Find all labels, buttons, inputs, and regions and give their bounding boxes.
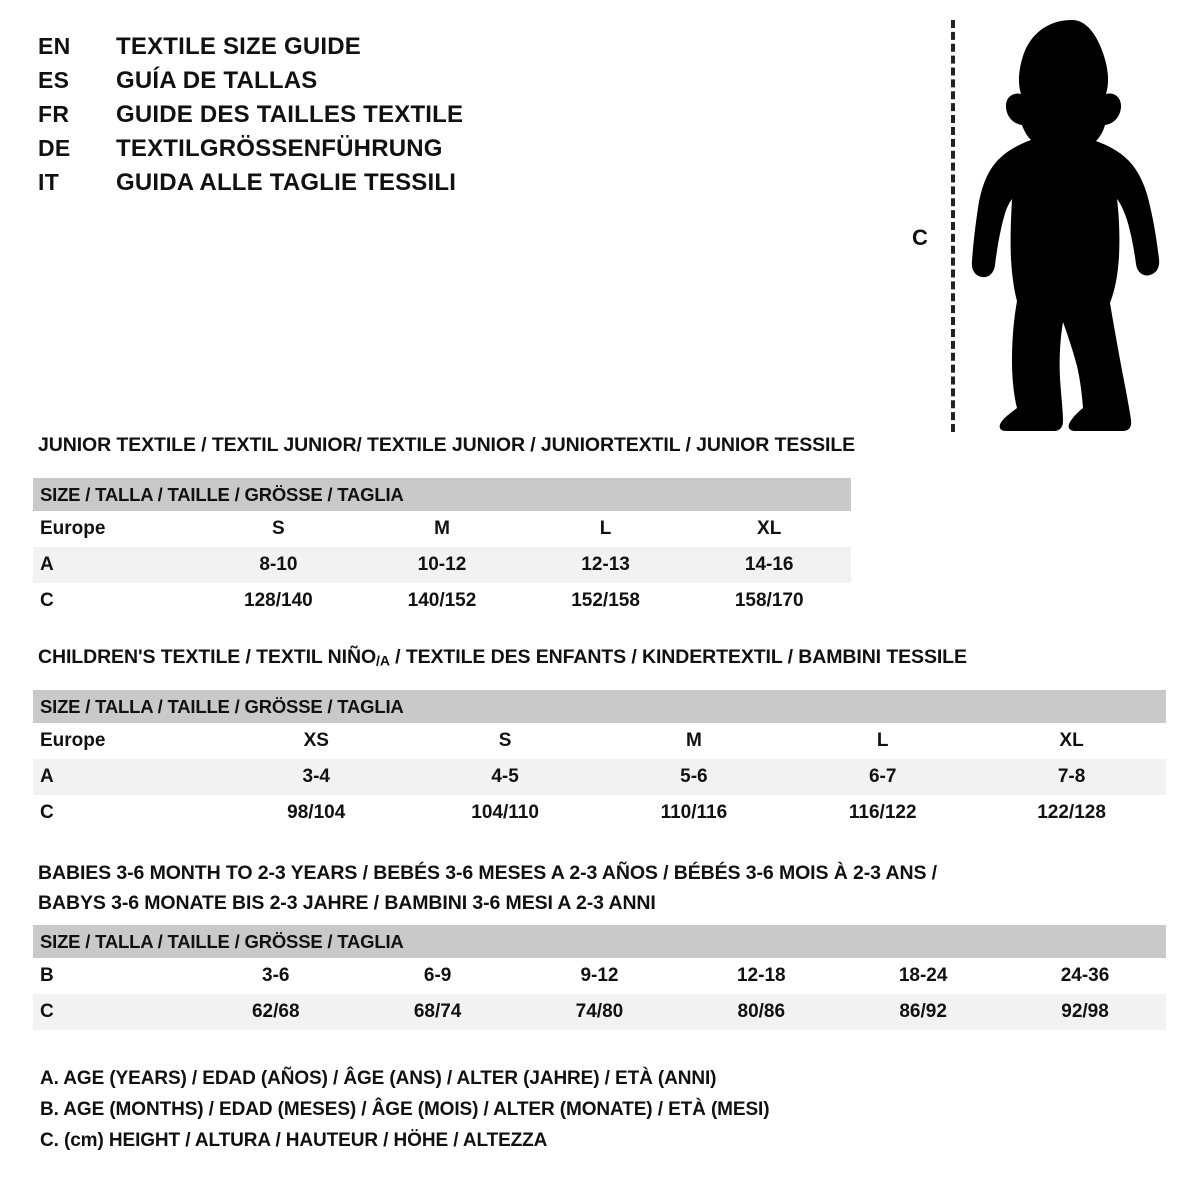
language-code-it: IT [38, 169, 60, 195]
children-row-c-m: 110/116 [599, 795, 789, 831]
table-row: A 8-10 10-12 12-13 14-16 [33, 547, 851, 583]
section-title-babies-line2: BABYS 3-6 MONATE BIS 2-3 JAHRE / BAMBINI… [38, 892, 656, 914]
children-header-l: L [788, 723, 978, 759]
children-header-m: M [599, 723, 789, 759]
babies-row-b-v6: 24-36 [1004, 958, 1166, 994]
junior-row-a-label: A [33, 547, 197, 583]
language-label-fr: GUIDE DES TAILLES TEXTILE [116, 101, 464, 128]
children-row-c-xs: 98/104 [221, 795, 411, 831]
babies-row-c-v5: 86/92 [842, 994, 1005, 1030]
section-title-children: CHILDREN'S TEXTILE / TEXTIL NIÑO/A / TEX… [38, 646, 967, 669]
children-row-c-label: C [33, 795, 222, 831]
babies-row-b-label: B [33, 958, 195, 994]
legend-line-c: C. (cm) HEIGHT / ALTURA / HAUTEUR / HÖHE… [40, 1130, 548, 1151]
children-header-xs: XS [221, 723, 411, 759]
children-header-region: Europe [33, 723, 222, 759]
language-row-fr: FR GUIDE DES TAILLES TEXTILE [38, 101, 558, 135]
language-row-en: EN TEXTILE SIZE GUIDE [38, 33, 558, 67]
table-row: C 62/68 68/74 74/80 80/86 86/92 92/98 [33, 994, 1166, 1030]
measurement-legend: A. AGE (YEARS) / EDAD (AÑOS) / ÂGE (ANS)… [40, 1068, 1160, 1161]
table-row: A 3-4 4-5 5-6 6-7 7-8 [33, 759, 1166, 795]
junior-row-c-s: 128/140 [196, 583, 361, 619]
babies-row-c-v4: 80/86 [680, 994, 843, 1030]
babies-row-c-v1: 62/68 [194, 994, 357, 1030]
children-row-a-xs: 3-4 [221, 759, 411, 795]
language-row-es: ES GUÍA DE TALLAS [38, 67, 558, 101]
babies-band-row: SIZE / TALLA / TAILLE / GRÖSSE / TAGLIA [33, 925, 1166, 958]
height-dashed-line [951, 20, 955, 432]
babies-size-table: SIZE / TALLA / TAILLE / GRÖSSE / TAGLIA … [33, 925, 1166, 1030]
children-header-xl: XL [977, 723, 1166, 759]
language-row-it: IT GUIDA ALLE TAGLIE TESSILI [38, 169, 558, 203]
children-band-label: SIZE / TALLA / TAILLE / GRÖSSE / TAGLIA [33, 690, 1166, 723]
children-row-a-s: 4-5 [410, 759, 600, 795]
babies-band-label: SIZE / TALLA / TAILLE / GRÖSSE / TAGLIA [33, 925, 1166, 958]
section-title-babies: BABIES 3-6 MONTH TO 2-3 YEARS / BEBÉS 3-… [38, 858, 1178, 918]
junior-row-c-l: 152/158 [523, 583, 688, 619]
children-row-c-xl: 122/128 [977, 795, 1166, 831]
height-measurement-figure: C [890, 10, 1190, 435]
language-code-fr: FR [38, 101, 70, 127]
junior-header-l: L [523, 511, 688, 547]
section-title-babies-line1: BABIES 3-6 MONTH TO 2-3 YEARS / BEBÉS 3-… [38, 862, 937, 884]
babies-row-c-label: C [33, 994, 195, 1030]
table-row: C 128/140 140/152 152/158 158/170 [33, 583, 851, 619]
children-row-a-label: A [33, 759, 222, 795]
junior-row-c-xl: 158/170 [687, 583, 851, 619]
language-row-de: DE TEXTILGRÖSSENFÜHRUNG [38, 135, 558, 169]
junior-row-a-m: 10-12 [360, 547, 524, 583]
section-title-children-sub: /A [376, 652, 390, 669]
babies-row-b-v1: 3-6 [194, 958, 357, 994]
children-row-c-l: 116/122 [788, 795, 978, 831]
babies-row-c-v2: 68/74 [356, 994, 519, 1030]
babies-row-b-v5: 18-24 [842, 958, 1005, 994]
language-code-en: EN [38, 33, 71, 59]
language-code-es: ES [38, 67, 70, 93]
junior-row-c-label: C [33, 583, 197, 619]
junior-header-s: S [196, 511, 361, 547]
junior-header-region: Europe [33, 511, 197, 547]
section-title-children-part1: CHILDREN'S TEXTILE / TEXTIL NIÑO [38, 646, 377, 668]
height-indicator-label: C [912, 225, 928, 250]
section-title-children-part2: / TEXTILE DES ENFANTS / KINDERTEXTIL / B… [389, 646, 967, 668]
babies-row-c-v3: 74/80 [518, 994, 681, 1030]
language-label-en: TEXTILE SIZE GUIDE [116, 33, 361, 60]
junior-row-a-xl: 14-16 [687, 547, 851, 583]
junior-header-xl: XL [687, 511, 851, 547]
child-silhouette-icon [971, 20, 1160, 431]
junior-row-c-m: 140/152 [360, 583, 524, 619]
children-row-a-xl: 7-8 [977, 759, 1166, 795]
junior-size-table: SIZE / TALLA / TAILLE / GRÖSSE / TAGLIA … [33, 478, 851, 619]
children-size-table: SIZE / TALLA / TAILLE / GRÖSSE / TAGLIA … [33, 690, 1166, 831]
language-code-de: DE [38, 135, 71, 161]
language-header-block: EN TEXTILE SIZE GUIDE ES GUÍA DE TALLAS … [38, 33, 558, 203]
babies-row-b-v4: 12-18 [680, 958, 843, 994]
language-label-de: TEXTILGRÖSSENFÜHRUNG [116, 135, 443, 162]
children-band-row: SIZE / TALLA / TAILLE / GRÖSSE / TAGLIA [33, 690, 1166, 723]
children-header-s: S [410, 723, 600, 759]
language-label-it: GUIDA ALLE TAGLIE TESSILI [116, 169, 457, 196]
legend-line-b: B. AGE (MONTHS) / EDAD (MESES) / ÂGE (MO… [40, 1099, 770, 1120]
babies-row-b-v2: 6-9 [356, 958, 519, 994]
junior-row-a-l: 12-13 [523, 547, 688, 583]
babies-row-c-v6: 92/98 [1004, 994, 1166, 1030]
junior-band-row: SIZE / TALLA / TAILLE / GRÖSSE / TAGLIA [33, 478, 851, 511]
table-row: C 98/104 104/110 110/116 116/122 122/128 [33, 795, 1166, 831]
children-row-c-s: 104/110 [410, 795, 600, 831]
children-row-a-l: 6-7 [788, 759, 978, 795]
junior-header-m: M [360, 511, 524, 547]
junior-row-a-s: 8-10 [196, 547, 361, 583]
table-row: B 3-6 6-9 9-12 12-18 18-24 24-36 [33, 958, 1166, 994]
children-row-a-m: 5-6 [599, 759, 789, 795]
junior-header-row: Europe S M L XL [33, 511, 851, 547]
children-header-row: Europe XS S M L XL [33, 723, 1166, 759]
language-label-es: GUÍA DE TALLAS [116, 67, 318, 94]
legend-line-a: A. AGE (YEARS) / EDAD (AÑOS) / ÂGE (ANS)… [40, 1068, 717, 1089]
babies-row-b-v3: 9-12 [518, 958, 681, 994]
section-title-junior: JUNIOR TEXTILE / TEXTIL JUNIOR/ TEXTILE … [38, 434, 856, 456]
junior-band-label: SIZE / TALLA / TAILLE / GRÖSSE / TAGLIA [33, 478, 851, 511]
